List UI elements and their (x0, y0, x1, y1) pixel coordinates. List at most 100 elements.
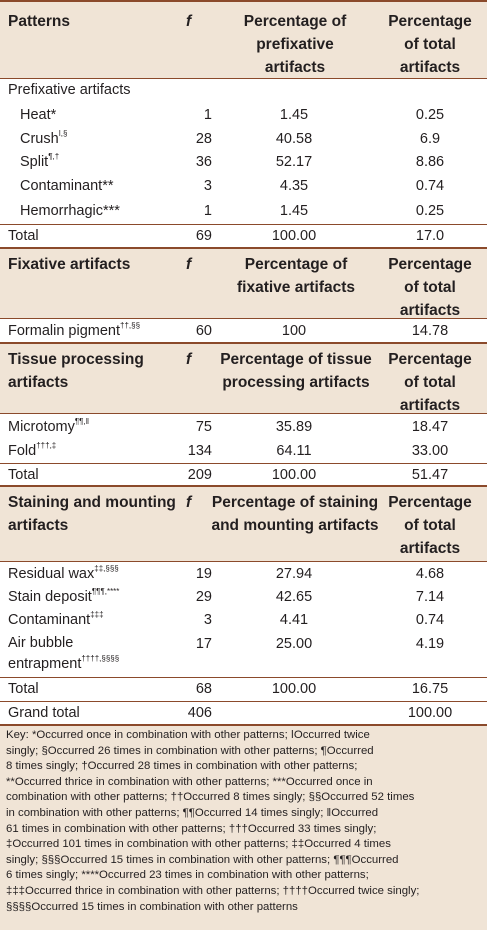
header-label: Patterns (8, 13, 71, 30)
row-pct: 4.41 (279, 612, 309, 628)
row-total: 14.78 (411, 323, 449, 339)
header-f: f (186, 494, 192, 511)
row-total: 6.9 (419, 131, 441, 147)
footnote-line: **Occurred thrice in combination with ot… (6, 775, 373, 788)
footnote-line: Key: *Occurred once in combination with … (6, 729, 370, 741)
row-total: 18.47 (411, 419, 449, 435)
row-label: Contaminant** (20, 178, 114, 194)
divider (0, 677, 487, 678)
header-total-percentage: Percentage of total artifacts (388, 494, 472, 557)
divider (0, 318, 487, 319)
row-pct: 1.45 (279, 107, 309, 123)
total-total: 51.47 (411, 467, 449, 483)
row-pct: 4.35 (279, 178, 309, 194)
header-label: Tissue processing artifacts (8, 351, 144, 391)
header-label: Staining and mounting artifacts (8, 494, 176, 534)
row-total: 7.14 (415, 589, 445, 605)
footnote-line: singly; §Occurred 26 times in combinatio… (6, 744, 374, 757)
footnote-text: Key: *Occurred once in combination with … (6, 728, 484, 915)
row-pct: 1.45 (279, 203, 309, 219)
total-total: 17.0 (415, 228, 445, 244)
row-total: 4.19 (415, 636, 445, 652)
header-f: f (186, 351, 192, 368)
footnote-line: combination with other patterns; ††Occur… (6, 791, 415, 804)
total-f: 68 (195, 681, 212, 697)
total-pct: 100.00 (271, 228, 317, 244)
row-total: 8.86 (415, 154, 445, 170)
grand-total-label: Grand total (8, 705, 80, 721)
row-f: 1 (203, 107, 212, 123)
row-total: 0.74 (415, 612, 445, 628)
divider (0, 701, 487, 702)
total-pct: 100.00 (271, 681, 317, 697)
row-label: Heat* (20, 107, 57, 123)
total-f: 209 (187, 467, 212, 483)
divider (0, 224, 487, 225)
row-total: 0.74 (415, 178, 445, 194)
header-label: Fixative artifacts (8, 256, 131, 273)
subheading: Prefixative artifacts (8, 82, 131, 98)
row-label: Residual wax‡‡,§§§ (8, 564, 119, 583)
header-total-percentage: Percentage of total artifacts (388, 256, 472, 319)
header-prefixative: Patterns f Percentage of prefixative art… (0, 0, 487, 79)
row-f: 17 (195, 636, 212, 652)
footnote-key (0, 724, 487, 930)
row-total: 0.25 (415, 107, 445, 123)
row-pct: 27.94 (275, 566, 313, 582)
row-f: 1 (203, 203, 212, 219)
row-f: 3 (203, 178, 212, 194)
row-label: Formalin pigment††,§§ (8, 321, 141, 340)
header-total-percentage: Percentage of total artifacts (388, 13, 472, 76)
footnote-line: ‡‡‡Occurred thrice in combination with o… (6, 884, 420, 897)
row-f: 29 (195, 589, 212, 605)
header-percentage: Percentage of staining and mounting arti… (211, 494, 379, 534)
footnote-line: singly; §§§Occurred 15 times in combinat… (6, 853, 399, 866)
total-pct: 100.00 (271, 467, 317, 483)
footnote-line: 6 times singly; ****Occurred 23 times in… (6, 869, 369, 882)
row-label: Microtomy¶¶,ǁ (8, 417, 89, 436)
footnote-line: 8 times singly; †Occurred 28 times in co… (6, 760, 358, 773)
row-pct: 35.89 (275, 419, 313, 435)
row-label: Crushǀ,§ (20, 129, 68, 148)
grand-total-total: 100.00 (407, 705, 453, 721)
row-label: Hemorrhagic*** (20, 203, 120, 219)
row-f: 60 (195, 323, 212, 339)
row-label: Stain deposit¶¶¶,**** (8, 587, 120, 606)
row-f: 134 (187, 443, 212, 459)
header-tissue-processing: Tissue processing artifacts f Percentage… (0, 342, 487, 414)
footnote-line: 61 times in combination with other patte… (6, 822, 377, 835)
total-f: 69 (195, 228, 212, 244)
row-f: 19 (195, 566, 212, 582)
row-pct: 25.00 (275, 636, 313, 652)
header-percentage: Percentage of prefixative artifacts (243, 13, 347, 76)
row-label: Fold†††,‡ (8, 441, 57, 460)
row-pct: 64.11 (276, 443, 312, 459)
header-f: f (186, 256, 192, 273)
header-fixative: Fixative artifacts f Percentage of fixat… (0, 247, 487, 319)
header-total-percentage: Percentage of total artifacts (388, 351, 472, 414)
footnote-line: in combination with other patterns; ¶¶Oc… (6, 806, 379, 819)
header-f: f (186, 13, 192, 30)
divider (0, 561, 487, 562)
divider (0, 463, 487, 464)
grand-total-f: 406 (187, 705, 212, 721)
row-pct: 100 (281, 323, 307, 339)
total-label: Total (8, 467, 39, 483)
row-f: 28 (195, 131, 212, 147)
row-pct: 42.65 (275, 589, 313, 605)
row-total: 0.25 (415, 203, 445, 219)
row-label: Contaminant‡‡‡ (8, 610, 104, 629)
header-staining-mounting: Staining and mounting artifacts f Percen… (0, 485, 487, 562)
total-total: 16.75 (411, 681, 449, 697)
row-f: 36 (195, 154, 212, 170)
row-label: Split¶,† (20, 152, 60, 171)
total-label: Total (8, 228, 39, 244)
row-pct: 40.58 (275, 131, 313, 147)
row-f: 3 (203, 612, 212, 628)
row-total: 33.00 (411, 443, 449, 459)
footnote-line: ‡Occurred 101 times in combination with … (6, 838, 391, 851)
divider (0, 78, 487, 79)
header-percentage: Percentage of fixative artifacts (236, 256, 356, 296)
row-f: 75 (195, 419, 212, 435)
row-total: 4.68 (415, 566, 445, 582)
